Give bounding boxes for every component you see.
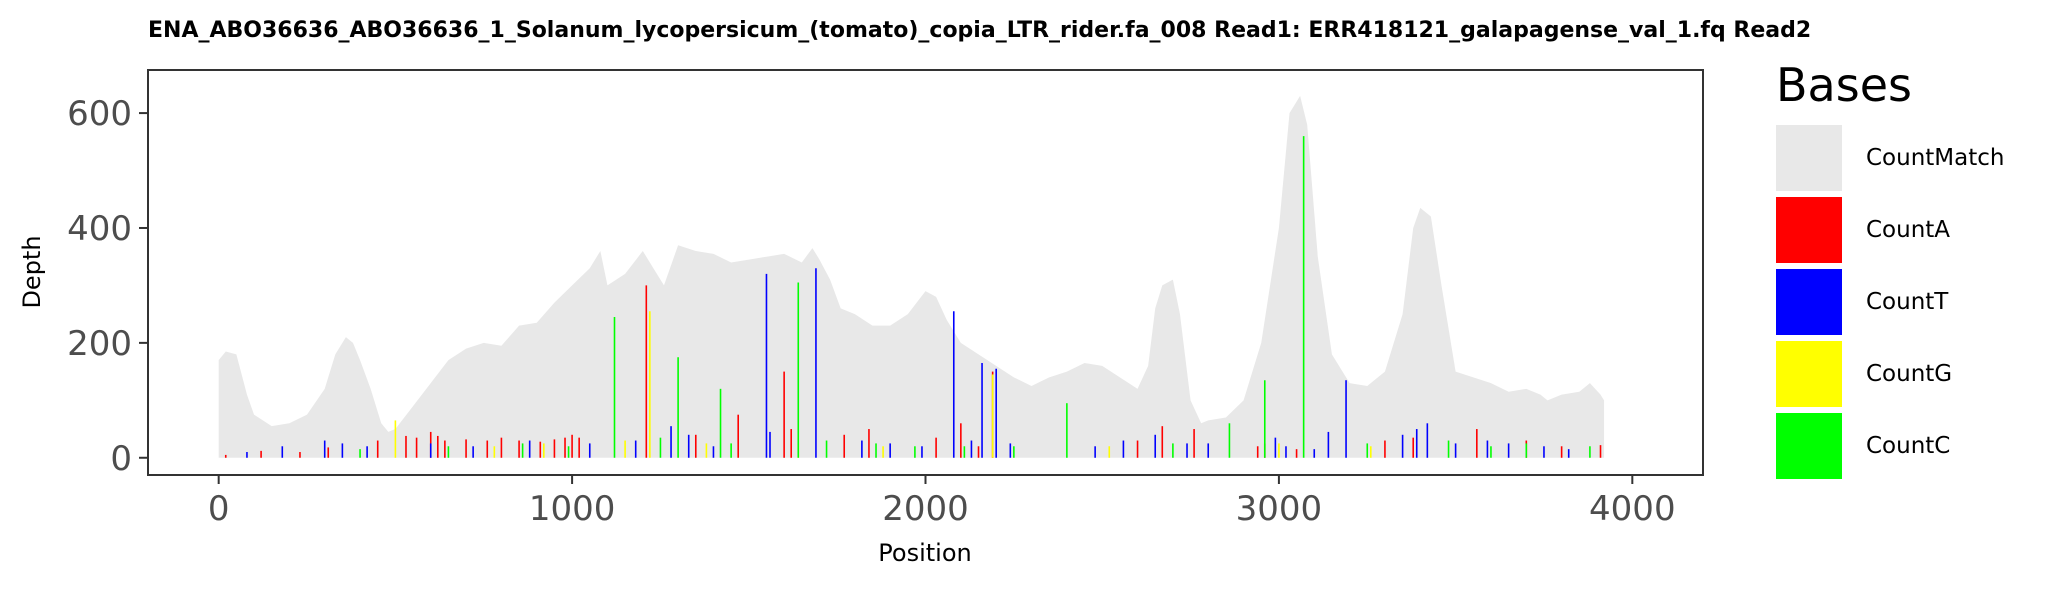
y-tick-label: 400 <box>67 209 132 249</box>
legend-item-counta: CountA <box>1776 194 2004 266</box>
legend-key <box>1776 125 1842 191</box>
legend-item-countc: CountC <box>1776 410 2004 482</box>
legend-key <box>1776 269 1842 335</box>
y-tick-label: 0 <box>110 439 132 479</box>
legend-item-countg: CountG <box>1776 338 2004 410</box>
x-tick-label: 3000 <box>1236 489 1323 529</box>
legend-title: Bases <box>1776 58 1912 112</box>
legend-label: CountA <box>1866 217 1951 243</box>
plot-marks <box>218 95 1605 458</box>
x-tick-label: 0 <box>208 489 230 529</box>
axes: 0 1000 2000 3000 4000 0 200 400 600 <box>67 94 1675 529</box>
legend-item-countmatch: CountMatch <box>1776 122 2004 194</box>
x-axis-title: Position <box>878 539 971 567</box>
legend-label: CountT <box>1866 289 1949 315</box>
legend-label: CountG <box>1866 361 1953 387</box>
coverage-area <box>218 95 1605 458</box>
x-tick-label: 4000 <box>1589 489 1676 529</box>
y-tick-label: 200 <box>67 324 132 364</box>
legend-key <box>1776 341 1842 407</box>
y-tick-label: 600 <box>67 94 132 134</box>
legend-key <box>1776 413 1842 479</box>
legend-items: CountMatch CountA CountT CountG CountC <box>1776 122 2004 482</box>
x-tick-label: 2000 <box>882 489 969 529</box>
legend-item-countt: CountT <box>1776 266 2004 338</box>
legend-key <box>1776 197 1842 263</box>
legend: Bases CountMatch CountA CountT CountG CountC <box>1776 58 2004 482</box>
x-tick-label: 1000 <box>529 489 616 529</box>
legend-label: CountMatch <box>1866 145 2005 171</box>
y-axis-title: Depth <box>18 235 46 308</box>
chart-title: ENA_ABO36636_ABO36636_1_Solanum_lycopers… <box>148 18 1812 43</box>
legend-label: CountC <box>1866 433 1951 459</box>
